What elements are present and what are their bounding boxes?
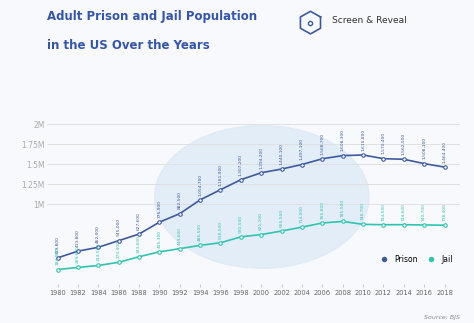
- Text: 765,800: 765,800: [320, 201, 324, 219]
- Text: 1,054,700: 1,054,700: [198, 173, 202, 196]
- Text: 1,394,200: 1,394,200: [259, 147, 263, 169]
- Text: Adult Prison and Jail Population: Adult Prison and Jail Population: [47, 10, 257, 23]
- Text: 748,700: 748,700: [361, 202, 365, 220]
- Text: 184,000: 184,000: [55, 247, 60, 266]
- Legend: Prison, Jail: Prison, Jail: [374, 252, 456, 267]
- Text: 1,181,900: 1,181,900: [219, 163, 222, 185]
- Text: 744,500: 744,500: [382, 203, 385, 221]
- Text: 413,800: 413,800: [76, 229, 80, 247]
- Text: 621,100: 621,100: [259, 213, 263, 230]
- Text: 343,600: 343,600: [137, 235, 141, 253]
- Text: 1,497,100: 1,497,100: [300, 138, 304, 160]
- Text: 1,608,300: 1,608,300: [341, 130, 345, 151]
- Text: 714,000: 714,000: [300, 205, 304, 223]
- Text: 545,000: 545,000: [117, 218, 121, 236]
- Ellipse shape: [155, 126, 369, 268]
- Text: 1,570,400: 1,570,400: [382, 132, 385, 154]
- Text: 627,600: 627,600: [137, 212, 141, 230]
- Text: Source: BJS: Source: BJS: [424, 315, 460, 320]
- Text: 234,500: 234,500: [96, 243, 100, 261]
- Text: 744,600: 744,600: [402, 203, 406, 221]
- Text: 329,800: 329,800: [55, 236, 60, 254]
- Text: 1,440,100: 1,440,100: [280, 143, 283, 165]
- Text: 486,500: 486,500: [198, 223, 202, 241]
- Text: 462,000: 462,000: [96, 225, 100, 243]
- Text: 209,600: 209,600: [76, 245, 80, 263]
- Text: 1,615,800: 1,615,800: [361, 129, 365, 151]
- Text: 518,500: 518,500: [219, 221, 222, 239]
- Text: 738,400: 738,400: [443, 203, 447, 221]
- Text: 785,500: 785,500: [341, 199, 345, 217]
- Text: 882,500: 882,500: [178, 192, 182, 210]
- Text: 1,562,500: 1,562,500: [402, 133, 406, 155]
- Text: 775,900: 775,900: [157, 200, 162, 218]
- Text: 740,700: 740,700: [422, 203, 426, 221]
- Text: 665,500: 665,500: [280, 209, 283, 227]
- Text: 405,300: 405,300: [157, 230, 162, 248]
- Text: 592,500: 592,500: [239, 214, 243, 233]
- Text: 1,464,400: 1,464,400: [443, 141, 447, 163]
- Text: 1,307,200: 1,307,200: [239, 153, 243, 175]
- Text: 444,600: 444,600: [178, 227, 182, 245]
- Text: in the US Over the Years: in the US Over the Years: [47, 39, 210, 52]
- Text: Screen & Reveal: Screen & Reveal: [332, 16, 407, 25]
- Text: 1,508,100: 1,508,100: [422, 137, 426, 160]
- Text: 1,568,700: 1,568,700: [320, 132, 324, 155]
- Text: 274,400: 274,400: [117, 240, 121, 258]
